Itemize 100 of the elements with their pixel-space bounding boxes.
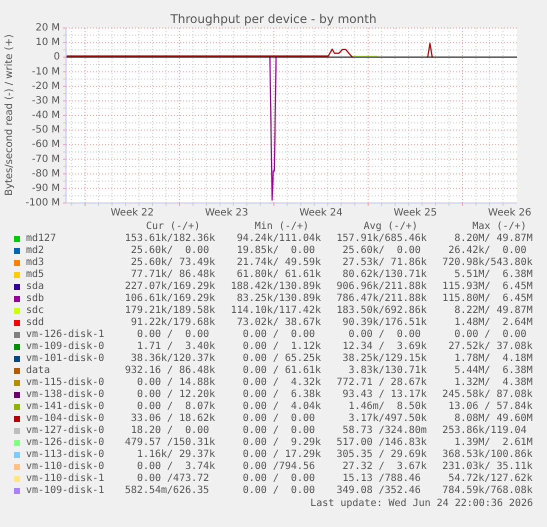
- y-tick-label: -40 M: [32, 110, 60, 121]
- text: Max (-/+): [472, 221, 527, 233]
- text: 19.85k/ 0.00: [236, 245, 315, 257]
- text: 21.74k/ 49.59k: [236, 257, 322, 269]
- text: 0.00 / 14.88k: [136, 377, 216, 389]
- text: 18.20 / 0.00: [130, 425, 210, 437]
- y-tick-label: -100 M: [25, 198, 60, 208]
- legend-label: vm-104-disk-0: [26, 413, 104, 425]
- legend-label: vm-109-disk-1: [26, 485, 104, 498]
- text: 33.06 / 18.62k: [130, 413, 216, 426]
- text: 0.00 / 9.29k: [242, 437, 322, 449]
- text: 13.06 / 57.84k: [448, 401, 533, 414]
- text: 1.48M/ 2.64M: [454, 317, 533, 330]
- y-tick-label: 0: [54, 52, 60, 63]
- y-tick-label: -20 M: [32, 80, 60, 92]
- text: 305.35 / 29.69k: [336, 449, 427, 461]
- x-tick-label: Week 24: [299, 208, 343, 218]
- text: 1.71 / 3.40k: [136, 341, 216, 353]
- text: 0.00 / 1.12k: [242, 341, 322, 353]
- text: 77.71k/ 86.48k: [130, 269, 216, 281]
- text: 1.39M/ 2.61M: [454, 437, 533, 449]
- text: 38.25k/129.15k: [342, 353, 427, 365]
- legend-label: vm-110-disk-0: [26, 461, 104, 473]
- legend-label: md5: [26, 269, 44, 281]
- y-tick-label: 10 M: [35, 37, 60, 48]
- text: 0.00 / 61.61k: [242, 365, 322, 377]
- text: 183.50k/692.86k: [336, 305, 427, 317]
- text: 5.51M/ 6.38M: [454, 269, 533, 282]
- legend-label: md3: [26, 257, 44, 269]
- y-tick-label: -80 M: [32, 168, 60, 180]
- text: 115.80M/ 6.45M: [442, 293, 533, 306]
- legend-label: vm-115-disk-0: [26, 377, 104, 389]
- text: 114.10k/117.42k: [230, 305, 321, 317]
- x-tick-label: Week 23: [204, 208, 248, 218]
- text: 27.32 / 3.67k: [342, 461, 427, 474]
- legend-label: md127: [26, 233, 56, 245]
- y-tick-label: -50 M: [32, 124, 60, 136]
- text: 153.61k/182.36k: [124, 233, 216, 245]
- x-tick-label: Week 22: [110, 208, 154, 218]
- text: 0.00 / 8.07k: [136, 401, 216, 413]
- text: 0.00 / 4.32k: [242, 377, 322, 389]
- text: 26.42k/ 0.00: [448, 245, 527, 257]
- text: 25.60k/ 0.00: [342, 245, 421, 257]
- x-tick-label: Week 26: [488, 208, 532, 218]
- y-tick-label: -60 M: [32, 139, 60, 150]
- text: 0.00 / 3.74k: [136, 461, 216, 474]
- y-tick-label: -30 M: [32, 95, 60, 106]
- text: 179.21k/189.58k: [124, 305, 216, 317]
- text: 0.00 / 0.00: [242, 425, 315, 437]
- text: 15.13 /788.46: [342, 473, 421, 486]
- text: 27.53k/ 71.86k: [342, 257, 427, 269]
- text: 91.22k/179.68k: [130, 317, 216, 330]
- text: 8.22M/ 49.87M: [454, 305, 533, 318]
- legend-label: vm-110-disk-1: [26, 473, 104, 485]
- text: 231.03k/ 35.11k: [442, 461, 533, 473]
- text: 772.71 / 28.67k: [336, 377, 427, 389]
- legend-label: vm-113-disk-0: [26, 449, 104, 461]
- y-tick-label: -70 M: [32, 154, 60, 165]
- text: 5.44M/ 6.38M: [454, 365, 533, 378]
- text: 157.91k/685.46k: [336, 233, 427, 245]
- text: 25.60k/ 0.00: [130, 245, 210, 257]
- text: 786.47k/211.88k: [336, 293, 427, 305]
- text: 517.00 /146.83k: [336, 437, 427, 449]
- text: Avg (-/+): [364, 221, 418, 233]
- y-tick-label: -90 M: [32, 182, 60, 194]
- text: 3.17k/497.50k: [348, 413, 427, 426]
- text: 93.43 / 13.17k: [342, 389, 427, 401]
- text: 932.16 / 86.48k: [124, 365, 216, 377]
- legend-label: vm-127-disk-0: [26, 425, 104, 437]
- legend-label: sda: [26, 281, 44, 293]
- text: 349.08 /352.46: [336, 485, 421, 498]
- text: 0.00 / 0.00: [242, 473, 315, 486]
- text: 0.00 / 12.20k: [136, 389, 216, 401]
- text: 54.72k/127.62k: [448, 473, 533, 485]
- legend-label: vm-141-disk-0: [26, 401, 104, 413]
- text: 1.32M/ 4.38M: [454, 377, 533, 389]
- legend-label: data: [26, 365, 50, 377]
- text: 245.58k/ 87.08k: [442, 389, 533, 401]
- legend-label: sdc: [26, 305, 44, 317]
- legend-label: sdd: [26, 317, 44, 329]
- text: 368.53k/100.86k: [442, 449, 533, 461]
- text: 906.96k/211.88k: [336, 281, 427, 293]
- text: 0.00 / 0.00: [242, 413, 315, 426]
- text: 3.83k/130.71k: [348, 365, 427, 377]
- text: 0.00 / 0.00: [242, 485, 315, 498]
- text: 784.59k/768.08k: [442, 485, 533, 498]
- legend-label: vm-101-disk-0: [26, 353, 104, 365]
- text: Last update: Wed Jun 24 22:00:36 2026: [310, 498, 533, 510]
- legend-label: sdb: [26, 293, 44, 305]
- text: 90.39k/176.51k: [342, 317, 427, 330]
- text: Cur (-/+): [146, 221, 200, 233]
- text: 0.00 / 0.00: [242, 329, 315, 341]
- chart-title: Throughput per device - by month: [170, 12, 377, 26]
- text: 0.00 / 4.04k: [242, 401, 322, 414]
- text: 12.34 / 3.69k: [342, 341, 427, 353]
- legend-label: md2: [26, 245, 44, 257]
- text: 479.57 /150.31k: [124, 437, 216, 449]
- text: 27.52k/ 37.08k: [448, 341, 533, 354]
- text: 94.24k/111.04k: [236, 233, 322, 245]
- text: 80.62k/130.71k: [342, 269, 427, 281]
